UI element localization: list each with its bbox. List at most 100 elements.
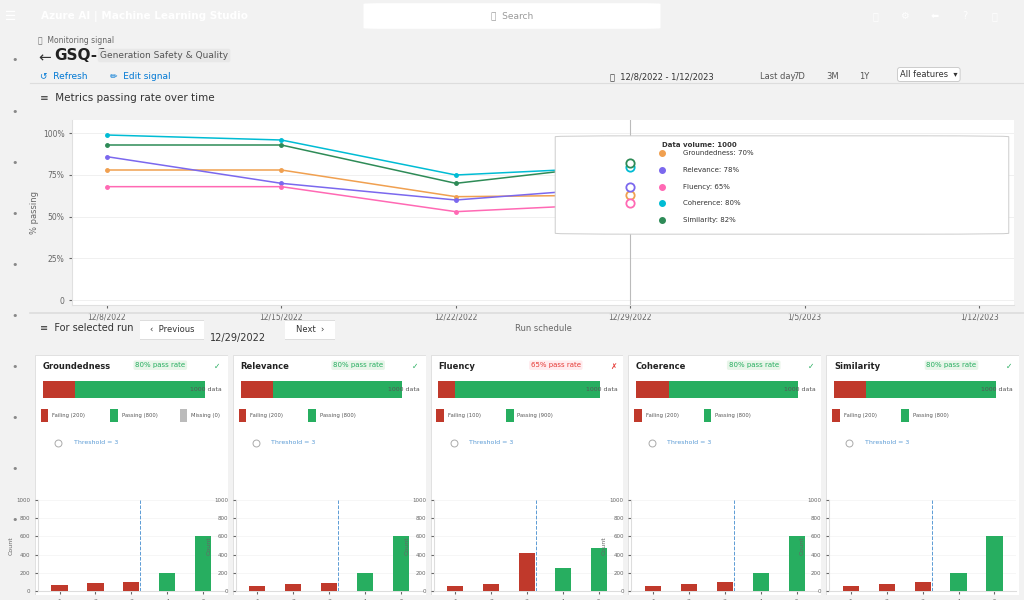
- Text: Azure AI | Machine Learning Studio: Azure AI | Machine Learning Studio: [41, 10, 248, 22]
- Bar: [436, 409, 444, 422]
- Text: •: •: [11, 362, 18, 372]
- Text: Missing (0): Missing (0): [191, 413, 220, 418]
- Text: Similarity: Similarity: [834, 362, 880, 371]
- Bar: [438, 382, 455, 398]
- Text: Generation Safety & Quality: Generation Safety & Quality: [100, 51, 228, 60]
- Text: 1000 data: 1000 data: [783, 388, 815, 392]
- Text: Passing (800): Passing (800): [715, 413, 751, 418]
- FancyBboxPatch shape: [364, 3, 660, 29]
- Bar: [447, 586, 463, 591]
- Bar: [179, 409, 187, 422]
- Text: Failing (200): Failing (200): [250, 413, 284, 418]
- Text: •: •: [11, 209, 18, 219]
- Text: 7D: 7D: [793, 72, 805, 81]
- Text: •: •: [11, 464, 18, 475]
- Bar: [51, 584, 68, 591]
- FancyBboxPatch shape: [555, 136, 1009, 234]
- Text: ✓: ✓: [1006, 362, 1012, 371]
- Text: ✏  Edit signal: ✏ Edit signal: [110, 72, 171, 81]
- Text: Passing (900): Passing (900): [517, 413, 553, 418]
- Bar: [123, 582, 139, 591]
- Text: •: •: [11, 107, 18, 116]
- Bar: [555, 568, 571, 591]
- Text: Threshold = 3: Threshold = 3: [74, 440, 118, 445]
- Text: 📅  12/8/2022 - 1/12/2023: 📅 12/8/2022 - 1/12/2023: [610, 72, 714, 81]
- Text: 3M: 3M: [826, 72, 839, 81]
- Text: ←: ←: [38, 50, 51, 65]
- Text: 1000 data: 1000 data: [190, 388, 222, 392]
- Bar: [249, 586, 265, 591]
- Text: Coherence: 80%: Coherence: 80%: [683, 200, 740, 206]
- Text: •: •: [11, 413, 18, 423]
- Text: 80% pass rate: 80% pass rate: [135, 362, 185, 368]
- Text: Threshold = 3: Threshold = 3: [271, 440, 315, 445]
- Bar: [506, 409, 513, 422]
- Text: Fluency: 65%: Fluency: 65%: [683, 184, 729, 190]
- Text: ✗: ✗: [610, 362, 616, 371]
- Bar: [322, 583, 337, 591]
- Text: Threshold = 3: Threshold = 3: [469, 440, 513, 445]
- Text: ≡  Metrics passing rate over time: ≡ Metrics passing rate over time: [40, 93, 215, 103]
- Text: 80% pass rate: 80% pass rate: [333, 362, 383, 368]
- Bar: [950, 573, 967, 591]
- Text: ☰: ☰: [5, 10, 15, 22]
- Text: •: •: [11, 55, 18, 65]
- Y-axis label: Count: Count: [800, 536, 805, 555]
- Text: •: •: [11, 311, 18, 321]
- Bar: [717, 582, 733, 591]
- Text: ✓: ✓: [214, 362, 221, 371]
- Text: Failing (200): Failing (200): [52, 413, 85, 418]
- Bar: [753, 573, 769, 591]
- Text: 📡  Monitoring signal: 📡 Monitoring signal: [38, 36, 114, 45]
- Bar: [831, 409, 840, 422]
- Bar: [308, 409, 315, 422]
- Text: 🔍  Search: 🔍 Search: [490, 11, 534, 20]
- Text: Threshold = 3: Threshold = 3: [667, 440, 712, 445]
- Bar: [866, 382, 996, 398]
- Text: Relevance: Relevance: [241, 362, 290, 371]
- Text: Failing (100): Failing (100): [447, 413, 481, 418]
- Text: ≡  For selected run: ≡ For selected run: [40, 323, 133, 333]
- Text: 🔔: 🔔: [872, 11, 879, 21]
- FancyBboxPatch shape: [629, 355, 821, 595]
- Text: Data volume: 1000: Data volume: 1000: [662, 142, 736, 148]
- Y-axis label: % passing: % passing: [30, 191, 39, 234]
- Bar: [41, 409, 48, 422]
- Text: 65% pass rate: 65% pass rate: [530, 362, 581, 368]
- Text: ⚙️: ⚙️: [901, 11, 909, 21]
- Bar: [75, 382, 205, 398]
- FancyBboxPatch shape: [35, 355, 227, 595]
- Bar: [393, 536, 410, 591]
- Bar: [634, 409, 642, 422]
- Text: Groundedness: Groundedness: [43, 362, 111, 371]
- Text: Last day: Last day: [760, 72, 796, 81]
- FancyBboxPatch shape: [826, 355, 1019, 595]
- Bar: [681, 584, 697, 591]
- Bar: [357, 582, 373, 591]
- Text: 👤: 👤: [991, 11, 997, 21]
- Text: 80% pass rate: 80% pass rate: [729, 362, 779, 368]
- FancyBboxPatch shape: [283, 320, 337, 340]
- Text: 1000 data: 1000 data: [586, 388, 617, 392]
- Bar: [286, 584, 301, 591]
- Text: Groundedness: 70%: Groundedness: 70%: [683, 151, 754, 157]
- Bar: [483, 584, 499, 591]
- Text: Passing (800): Passing (800): [319, 413, 355, 418]
- Text: Fluency: Fluency: [438, 362, 475, 371]
- Bar: [901, 409, 909, 422]
- Text: Threshold = 3: Threshold = 3: [864, 440, 909, 445]
- Bar: [241, 382, 273, 398]
- Text: 1000 data: 1000 data: [388, 388, 420, 392]
- Text: ✓: ✓: [808, 362, 814, 371]
- Bar: [239, 409, 247, 422]
- Bar: [87, 583, 103, 591]
- Text: ‹  Previous: ‹ Previous: [150, 325, 195, 335]
- Bar: [703, 409, 712, 422]
- Text: ⬅: ⬅: [931, 11, 939, 21]
- Text: ✓: ✓: [412, 362, 419, 371]
- Bar: [636, 382, 669, 398]
- FancyBboxPatch shape: [137, 320, 207, 340]
- FancyBboxPatch shape: [232, 355, 426, 595]
- Bar: [834, 382, 866, 398]
- Text: GSQ-1: GSQ-1: [54, 48, 108, 63]
